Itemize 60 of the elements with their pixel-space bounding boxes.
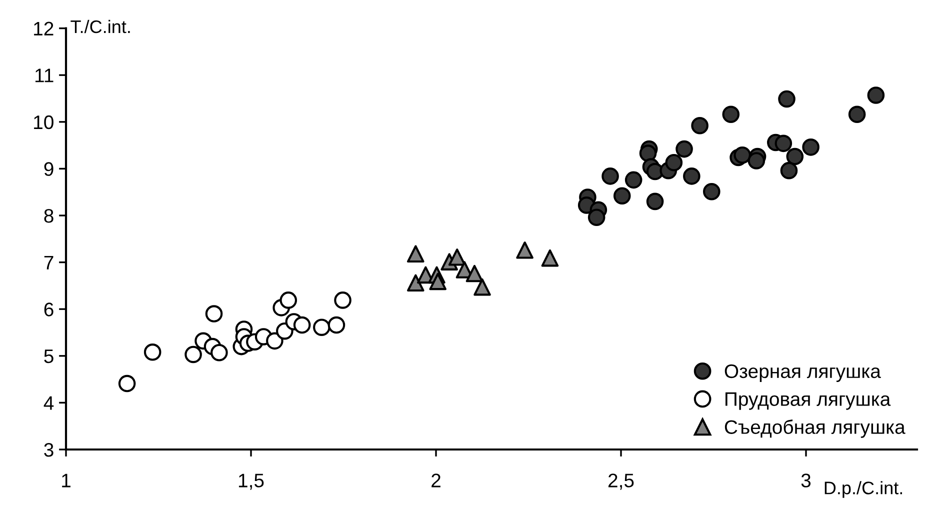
point xyxy=(778,90,796,108)
y-tick-label: 3 xyxy=(44,442,54,457)
y-tick-label: 10 xyxy=(34,115,54,130)
point xyxy=(429,272,446,290)
point xyxy=(407,274,424,292)
legend-label: Прудовая лягушка xyxy=(726,392,891,410)
y-axis-title: T./C.int. xyxy=(70,20,130,34)
point xyxy=(665,154,683,172)
x-tick-label: 3 xyxy=(801,474,811,488)
point xyxy=(474,278,491,296)
point xyxy=(118,374,136,392)
point xyxy=(676,140,693,158)
point xyxy=(210,344,228,362)
point xyxy=(280,292,298,309)
point xyxy=(624,171,642,189)
y-tick-label: 8 xyxy=(44,208,54,223)
point xyxy=(448,248,466,266)
x-tick-label: 1,5 xyxy=(238,474,264,490)
y-tick-label: 5 xyxy=(44,350,54,364)
point xyxy=(786,148,804,166)
point xyxy=(639,144,657,162)
point xyxy=(774,134,792,152)
point xyxy=(313,318,330,336)
y-tick-label: 12 xyxy=(34,22,54,36)
y-tick-label: 4 xyxy=(44,396,54,410)
point xyxy=(184,346,202,364)
legend-label: Съедобная лягушка xyxy=(724,420,906,438)
point xyxy=(722,106,740,124)
point xyxy=(802,138,820,156)
point xyxy=(602,168,619,185)
point xyxy=(646,192,664,210)
point xyxy=(703,182,720,200)
x-axis-title: D.p./C.int. xyxy=(824,481,902,498)
point xyxy=(516,241,534,259)
y-tick-label: 6 xyxy=(44,302,54,316)
point xyxy=(588,208,606,226)
y-tick-label: 9 xyxy=(44,162,54,176)
point xyxy=(780,162,798,180)
point xyxy=(613,187,631,204)
x-tick-label: 2,5 xyxy=(608,474,634,490)
point xyxy=(266,332,284,350)
x-tick-label: 1 xyxy=(62,474,70,488)
y-tick-label: 11 xyxy=(35,68,54,82)
point xyxy=(848,106,866,124)
point xyxy=(334,292,352,309)
point xyxy=(541,249,559,267)
point xyxy=(691,116,708,134)
point xyxy=(734,146,752,164)
x-tick-label: 2 xyxy=(432,474,440,488)
point xyxy=(293,316,311,334)
point xyxy=(328,316,346,334)
point xyxy=(466,264,484,282)
point xyxy=(867,86,885,104)
point xyxy=(407,245,424,263)
point xyxy=(205,305,223,322)
point xyxy=(683,168,700,185)
y-tick-label: 7 xyxy=(44,256,54,270)
point xyxy=(748,152,766,170)
point xyxy=(144,344,162,361)
legend-label: Озерная лягушка xyxy=(724,364,881,382)
